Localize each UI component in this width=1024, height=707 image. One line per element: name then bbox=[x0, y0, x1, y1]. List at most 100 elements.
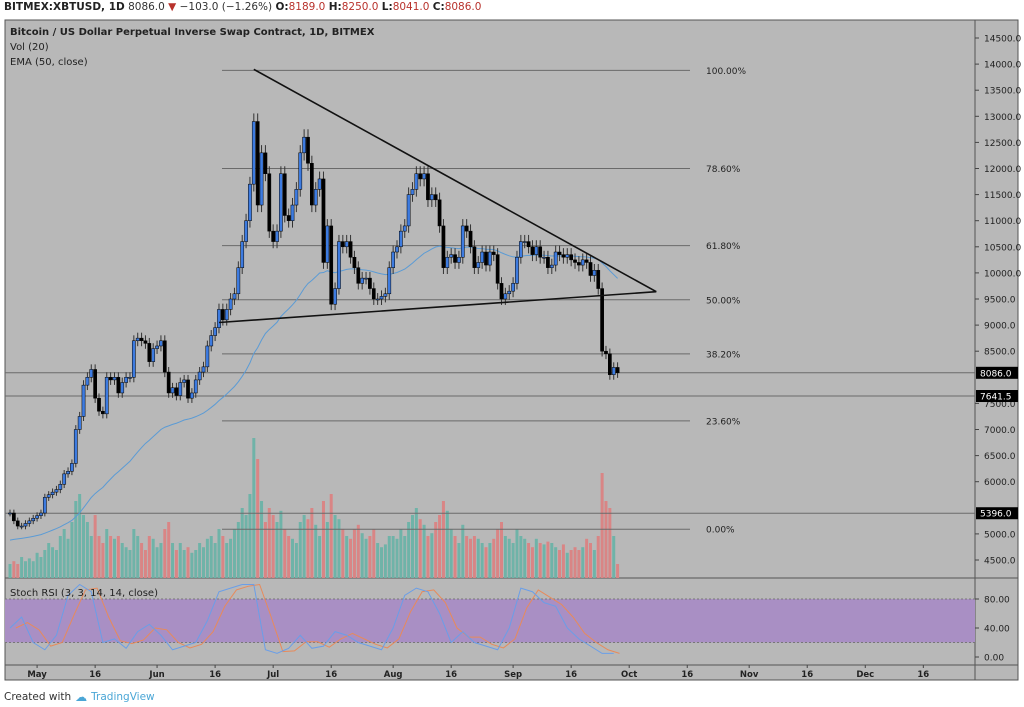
volume-bar bbox=[616, 564, 620, 578]
candle-body bbox=[27, 520, 32, 524]
candle bbox=[538, 240, 543, 264]
candle-body bbox=[139, 337, 144, 342]
volume-bar bbox=[325, 522, 329, 578]
volume-bar bbox=[380, 547, 384, 578]
candle bbox=[62, 470, 67, 489]
volume-indicator-label[interactable]: Vol (20) bbox=[10, 42, 49, 53]
candle bbox=[484, 245, 488, 272]
chart-title[interactable]: Bitcoin / US Dollar Perpetual Inverse Sw… bbox=[10, 27, 375, 38]
candle-body bbox=[128, 377, 132, 379]
volume-bar bbox=[74, 501, 78, 578]
candle bbox=[495, 248, 500, 290]
candle-body bbox=[81, 384, 86, 417]
candle bbox=[58, 480, 63, 494]
candle-body bbox=[151, 348, 156, 362]
stoch-d-line bbox=[15, 583, 620, 654]
volume-bar bbox=[511, 543, 515, 578]
volume-bar bbox=[368, 536, 372, 578]
volume-bar bbox=[372, 529, 376, 578]
candle bbox=[236, 261, 241, 300]
stoch-tick-label: 40.00 bbox=[984, 625, 1010, 635]
candle bbox=[611, 362, 616, 380]
volume-bar bbox=[534, 538, 538, 578]
volume-bar bbox=[395, 538, 399, 578]
volume-bar bbox=[565, 552, 569, 578]
candle bbox=[151, 343, 156, 367]
candle-body bbox=[457, 256, 461, 263]
time-tick-label: 16 bbox=[325, 670, 337, 680]
candle bbox=[588, 256, 593, 282]
candle bbox=[35, 512, 39, 522]
candle-body bbox=[35, 515, 39, 519]
volume-bar bbox=[523, 538, 527, 578]
candle-body bbox=[611, 367, 616, 375]
candle-body bbox=[259, 152, 264, 206]
candle bbox=[418, 166, 423, 187]
time-tick-label: Jun bbox=[148, 670, 164, 680]
tradingview-link[interactable]: TradingView bbox=[91, 691, 155, 703]
candle-body bbox=[205, 345, 210, 368]
volume-bar bbox=[182, 550, 186, 578]
stoch-rsi-label[interactable]: Stoch RSI (3, 3, 14, 14, close) bbox=[10, 588, 158, 599]
ema-indicator-label[interactable]: EMA (50, close) bbox=[10, 57, 88, 68]
symbol-name[interactable]: BITMEX:XBTUSD, 1D bbox=[4, 1, 125, 13]
candle bbox=[104, 372, 109, 419]
price-line-label-bg bbox=[976, 366, 1018, 379]
candle-body bbox=[491, 251, 496, 255]
price-tick-label: 9500.0 bbox=[984, 296, 1016, 306]
candle bbox=[108, 372, 113, 385]
candle bbox=[468, 224, 473, 254]
volume-bar bbox=[275, 522, 279, 578]
candle bbox=[391, 245, 395, 275]
symbol-header: BITMEX:XBTUSD, 1D 8086.0 ▼ −103.0 (−1.26… bbox=[4, 1, 481, 13]
candle-body bbox=[344, 241, 349, 248]
candle-body bbox=[155, 345, 159, 349]
volume-bar bbox=[225, 543, 229, 578]
time-tick-label: Dec bbox=[856, 670, 874, 680]
candle bbox=[286, 208, 291, 228]
candle bbox=[205, 340, 210, 372]
volume-bar bbox=[387, 536, 391, 578]
candle bbox=[8, 509, 12, 517]
volume-bar bbox=[484, 547, 488, 578]
candle bbox=[569, 248, 573, 267]
candle bbox=[375, 293, 380, 305]
stoch-band bbox=[5, 599, 975, 643]
candle-body bbox=[221, 309, 225, 321]
candle bbox=[190, 388, 194, 403]
candle-body bbox=[356, 267, 361, 284]
candle bbox=[27, 517, 32, 527]
volume-bar bbox=[503, 536, 507, 578]
candle-body bbox=[116, 377, 121, 394]
candle-body bbox=[8, 512, 12, 515]
low-value: 8041.0 bbox=[392, 1, 430, 13]
candle-body bbox=[178, 382, 183, 396]
stoch-tick-label: 0.00 bbox=[984, 654, 1004, 664]
candle bbox=[240, 234, 245, 275]
volume-bar bbox=[82, 515, 86, 578]
candle bbox=[344, 234, 349, 254]
candle bbox=[426, 166, 430, 207]
volume-bar bbox=[441, 501, 445, 578]
candle-body bbox=[310, 163, 314, 206]
candle bbox=[248, 176, 252, 228]
candle-body bbox=[97, 397, 101, 412]
volume-bar bbox=[561, 544, 565, 578]
volume-bar bbox=[205, 538, 209, 578]
volume-bar bbox=[124, 547, 128, 578]
candle bbox=[368, 271, 372, 295]
time-tick-label: 16 bbox=[917, 670, 929, 680]
candle-body bbox=[275, 230, 279, 242]
candle bbox=[356, 261, 361, 290]
candle-body bbox=[426, 173, 430, 201]
candle-body bbox=[263, 152, 268, 174]
candle-body bbox=[449, 254, 454, 258]
candle bbox=[573, 253, 577, 269]
volume-bar bbox=[604, 501, 608, 578]
candle-body bbox=[553, 251, 558, 266]
volume-bar bbox=[349, 538, 353, 578]
price-line-label-bg bbox=[976, 390, 1018, 403]
candle-body bbox=[503, 293, 508, 300]
candle-body bbox=[186, 379, 190, 399]
